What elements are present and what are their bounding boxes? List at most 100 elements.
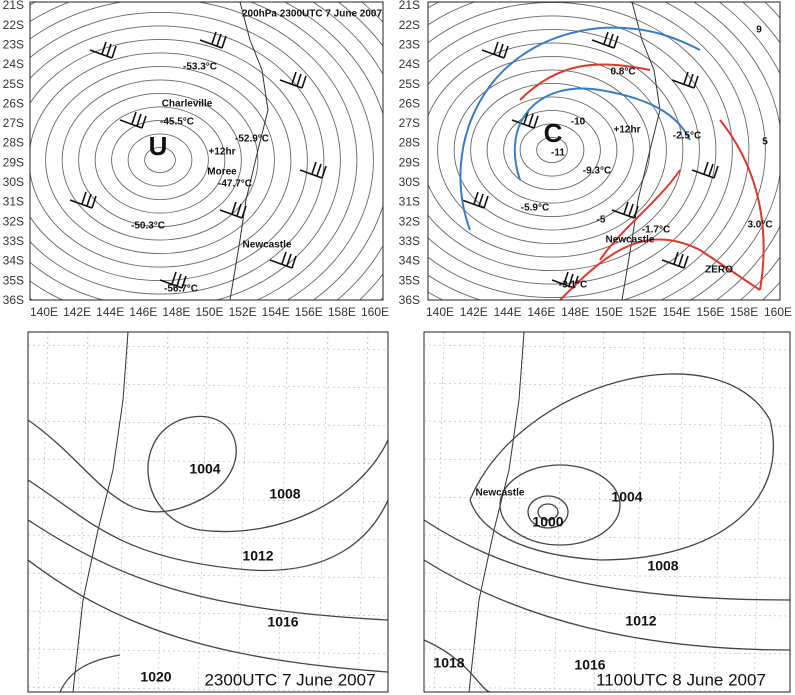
lat-label: 33S — [3, 234, 24, 248]
contour — [519, 123, 585, 177]
graticule — [28, 344, 388, 351]
contour — [486, 96, 618, 204]
contour — [470, 82, 634, 218]
annotation: -45.5°C — [160, 117, 194, 128]
contour — [536, 136, 568, 164]
wind-barb — [89, 41, 117, 59]
contour — [762, 2, 780, 300]
contour — [94, 106, 226, 214]
lon-label: 156E — [696, 305, 724, 319]
lat-label: 31S — [399, 195, 420, 209]
wind-barb — [219, 201, 247, 219]
isobar-label: 1018 — [433, 655, 464, 671]
annotation: +12hr — [209, 147, 236, 158]
annotation: 9 — [756, 25, 762, 36]
wind-barb — [511, 111, 539, 129]
coastline — [621, 2, 661, 300]
graticule — [424, 496, 790, 503]
isobar-label: 1008 — [647, 558, 678, 574]
isobar-label: 1016 — [574, 657, 605, 673]
lon-label: 160E — [361, 305, 389, 319]
lat-label: 30S — [399, 175, 420, 189]
lat-label: 27S — [399, 116, 420, 130]
panel-title: 200hPa 2300UTC 7 June 2007 — [242, 9, 383, 20]
contour — [503, 109, 601, 191]
frame — [427, 1, 781, 301]
contour — [144, 146, 176, 174]
graticule — [398, 332, 408, 692]
contour — [30, 2, 374, 300]
caption: 2300UTC 7 June 2007 — [204, 670, 375, 689]
lat-label: 24S — [399, 57, 420, 71]
annotation: -50.3°C — [131, 221, 165, 232]
contour — [174, 0, 795, 460]
lat-label: 22S — [3, 18, 24, 32]
lat-label: 32S — [399, 214, 420, 228]
lat-label: 27S — [3, 116, 24, 130]
panel-upper-left — [0, 0, 538, 470]
contour — [78, 92, 242, 228]
annotation: Moree — [207, 167, 237, 178]
lat-label: 28S — [399, 136, 420, 150]
graticule — [713, 332, 725, 692]
graticule — [277, 332, 289, 692]
frame — [29, 1, 384, 301]
lon-label: 152E — [629, 305, 657, 319]
graticule — [77, 332, 89, 692]
wind-barb — [299, 161, 327, 179]
contour — [111, 119, 209, 201]
lat-label: 33S — [399, 234, 420, 248]
annotation: 5 — [762, 137, 768, 148]
isobar — [28, 519, 388, 621]
lon-label: 148E — [561, 305, 589, 319]
streamline — [719, 119, 765, 291]
isobar-label: 1004 — [189, 461, 220, 477]
annotation: -9.3°C — [583, 166, 611, 177]
lat-label: 21S — [3, 0, 24, 12]
isobar-label: 1000 — [532, 514, 563, 530]
annotation: -3.1°C — [559, 280, 587, 291]
isobar — [424, 559, 790, 651]
contour — [0, 0, 538, 470]
caption: 1100UTC 8 June 2007 — [596, 670, 766, 689]
lat-label: 26S — [399, 96, 420, 110]
lat-label: 23S — [399, 37, 420, 51]
panel-lower-left — [28, 332, 408, 692]
streamline — [519, 63, 651, 101]
wind-barb — [159, 271, 187, 289]
annotation: C — [544, 118, 563, 148]
graticule — [424, 686, 790, 692]
annotation: Newcastle — [243, 240, 292, 251]
contour — [428, 2, 750, 300]
graticule — [424, 382, 790, 389]
coastline — [229, 2, 269, 300]
lon-label: 152E — [229, 305, 257, 319]
contour — [428, 42, 684, 258]
isobar-label: 1016 — [267, 614, 298, 630]
lat-label: 36S — [3, 293, 24, 307]
graticule — [28, 382, 388, 389]
annotation: +12hr — [614, 125, 641, 136]
contour — [30, 2, 383, 300]
graticule — [117, 332, 129, 692]
panel-upper-right — [174, 0, 795, 460]
contour — [428, 28, 700, 272]
lon-label: 144E — [494, 305, 522, 319]
lat-label: 35S — [399, 273, 420, 287]
annotation: 3.0°C — [747, 220, 772, 231]
isobar-label: 1008 — [269, 486, 300, 502]
contour — [428, 2, 766, 300]
wind-barb — [591, 31, 619, 49]
lat-label: 36S — [399, 293, 420, 307]
wind-barb — [691, 161, 719, 179]
wind-barb — [269, 251, 297, 269]
lat-label: 23S — [3, 37, 24, 51]
graticule — [433, 332, 445, 692]
graticule — [197, 332, 209, 692]
lon-label: 158E — [328, 305, 356, 319]
annotation: -52.9°C — [235, 134, 269, 145]
lon-label: 142E — [460, 305, 488, 319]
lon-label: 140E — [30, 305, 58, 319]
wind-barb — [199, 31, 227, 49]
graticule — [424, 648, 790, 655]
